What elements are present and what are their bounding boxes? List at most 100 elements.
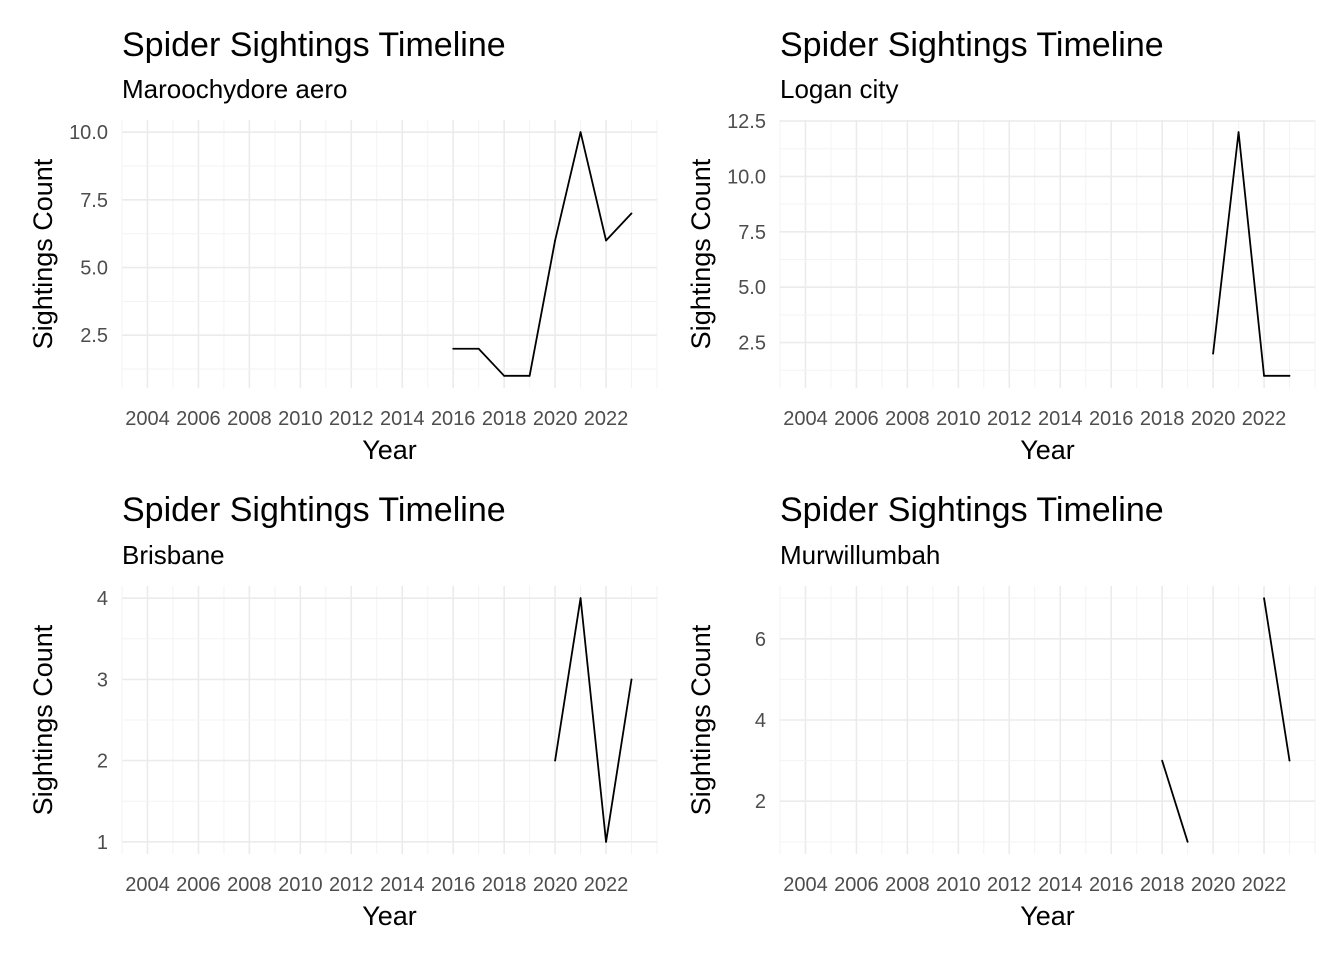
y-axis-title: Sightings Count — [28, 158, 58, 349]
x-tick-label: 2008 — [227, 408, 272, 430]
x-tick-label: 2006 — [834, 874, 879, 896]
data-point — [452, 347, 455, 350]
x-tick-label: 2004 — [783, 874, 828, 896]
data-point — [503, 374, 506, 377]
data-point — [1161, 759, 1164, 762]
y-tick-label: 7.5 — [738, 222, 766, 244]
x-tick-label: 2018 — [1140, 874, 1185, 896]
x-tick-label: 2004 — [783, 408, 828, 430]
data-point — [1288, 759, 1291, 762]
x-tick-label: 2006 — [176, 408, 221, 430]
data-point — [630, 678, 633, 681]
plot-area: 2.5 5.0 7.5 10.0 2004 2006 2008 2010 2012 2014 201… — [28, 120, 658, 465]
data-point — [1186, 840, 1189, 843]
data-point — [605, 239, 607, 242]
y-tick-label: 2 — [755, 791, 766, 813]
x-tick-label: 2014 — [380, 874, 425, 896]
x-tick-label: 2012 — [329, 874, 374, 896]
x-tick-label: 2016 — [1089, 874, 1134, 896]
data-point — [1237, 131, 1240, 134]
x-tick-label: 2016 — [431, 408, 476, 430]
chart-subtitle: Murwillumbah — [780, 540, 941, 570]
x-tick-label: 2012 — [987, 408, 1031, 430]
gridlines — [121, 586, 658, 854]
y-tick-label: 4 — [97, 588, 108, 610]
y-tick-label: 1 — [97, 832, 108, 854]
y-tick-label: 10.0 — [727, 166, 766, 188]
x-tick-label: 2008 — [227, 874, 272, 896]
chart-title: Spider Sightings Timeline — [122, 26, 506, 64]
x-tick-label: 2014 — [1038, 408, 1083, 430]
x-tick-label: 2018 — [482, 408, 527, 430]
x-tick-label: 2012 — [987, 874, 1031, 896]
x-tick-label: 2018 — [1140, 408, 1185, 430]
data-point — [1288, 374, 1291, 377]
y-tick-label: 2.5 — [80, 325, 108, 347]
plot-area: 2.5 5.0 7.5 10.0 12.5 2004 2006 2008 2010 2012 201… — [686, 111, 1316, 465]
y-tick-label: 10.0 — [69, 122, 108, 144]
y-tick-label: 6 — [755, 629, 766, 651]
data-point — [579, 131, 582, 134]
data-point — [554, 759, 556, 762]
series-line-0 — [1161, 760, 1189, 843]
gridlines — [121, 120, 658, 388]
panel-logan-city: Spider Sightings Timeline Logan city 2.5… — [658, 0, 1330, 480]
x-axis-title: Year — [362, 901, 417, 931]
panel-maroochydore: Spider Sightings Timeline Maroochydore a… — [0, 0, 672, 480]
series-line-0 — [453, 131, 633, 377]
y-tick-label: 5.0 — [738, 277, 766, 299]
y-axis-title: Sightings Count — [28, 624, 58, 815]
y-tick-label: 2 — [97, 751, 108, 773]
panel-murwillumbah: Spider Sightings Timeline Murwillumbah 2… — [658, 466, 1330, 946]
y-tick-label: 2.5 — [738, 333, 766, 355]
data-point — [630, 212, 633, 215]
series-line-0 — [1212, 131, 1290, 377]
gridlines — [779, 120, 1316, 388]
x-tick-label: 2020 — [533, 874, 578, 896]
x-tick-label: 2022 — [584, 874, 629, 896]
x-tick-label: 2010 — [278, 874, 323, 896]
series-line-0 — [554, 597, 633, 843]
y-tick-label: 5.0 — [80, 258, 108, 280]
x-tick-label: 2010 — [936, 874, 981, 896]
x-tick-label: 2012 — [329, 408, 374, 430]
data-point — [1263, 597, 1265, 600]
x-tick-label: 2008 — [885, 408, 930, 430]
x-tick-label: 2016 — [431, 874, 476, 896]
gridlines — [779, 586, 1316, 854]
y-tick-label: 4 — [755, 710, 766, 732]
x-tick-label: 2018 — [482, 874, 527, 896]
y-axis-title: Sightings Count — [686, 158, 716, 349]
data-point — [477, 347, 480, 350]
y-axis-title: Sightings Count — [686, 624, 716, 815]
data-point — [554, 239, 556, 242]
x-tick-label: 2020 — [1191, 874, 1236, 896]
panel-brisbane: Spider Sightings Timeline Brisbane 1 2 3 4 2… — [0, 466, 672, 946]
data-point — [605, 840, 607, 843]
plot-area: 2 4 6 2004 2006 2008 2010 2012 2014 2016 2018 2020 2… — [686, 586, 1316, 931]
x-tick-label: 2014 — [1038, 874, 1083, 896]
data-point — [1212, 352, 1214, 355]
x-axis-title: Year — [362, 435, 417, 465]
chart-title: Spider Sightings Timeline — [780, 491, 1164, 529]
x-tick-label: 2008 — [885, 874, 930, 896]
x-axis-title: Year — [1020, 901, 1075, 931]
x-tick-label: 2004 — [125, 874, 170, 896]
chart-subtitle: Brisbane — [122, 540, 225, 570]
x-tick-label: 2010 — [278, 408, 323, 430]
series-line-1 — [1263, 598, 1291, 761]
x-tick-label: 2020 — [1191, 408, 1236, 430]
y-tick-label: 7.5 — [80, 190, 108, 212]
y-tick-label: 12.5 — [727, 111, 766, 133]
data-point — [1263, 374, 1265, 377]
data-point — [579, 597, 582, 600]
x-tick-label: 2022 — [1242, 874, 1287, 896]
x-tick-label: 2022 — [1242, 408, 1287, 430]
chart-subtitle: Logan city — [780, 74, 899, 104]
x-axis-title: Year — [1020, 435, 1075, 465]
x-tick-label: 2004 — [125, 408, 170, 430]
data-point — [528, 374, 531, 377]
chart-title: Spider Sightings Timeline — [780, 26, 1164, 64]
x-tick-label: 2006 — [176, 874, 221, 896]
